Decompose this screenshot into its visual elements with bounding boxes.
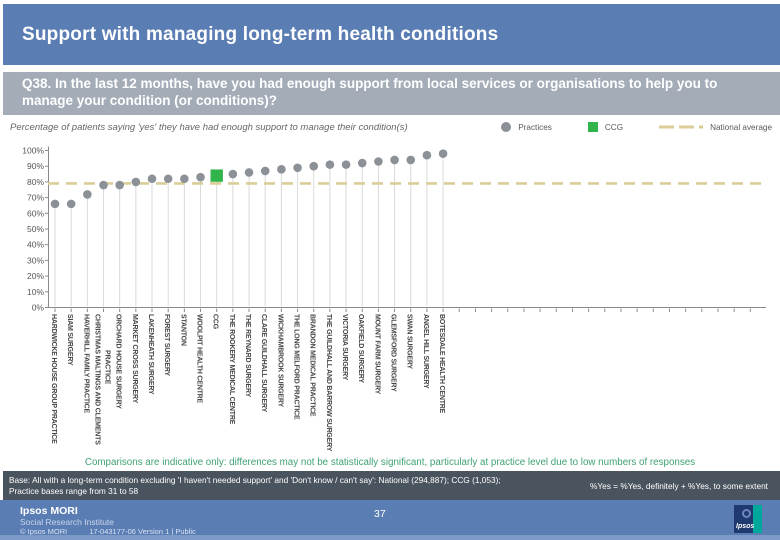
y-axis-tick-label: 40% — [27, 240, 44, 250]
x-axis-label: VICTORIA SURGERY — [341, 314, 348, 381]
x-axis-label: GLEMSFORD SURGERY — [390, 314, 397, 392]
practice-point — [180, 174, 189, 184]
ipsos-logo: Ipsos — [734, 505, 762, 533]
x-axis-label: WOOLPIT HEALTH CENTRE — [196, 314, 203, 404]
chart-header-row: Percentage of patients saying 'yes' they… — [10, 117, 772, 137]
practice-point — [325, 160, 335, 169]
base-note: Base: All with a long-term condition exc… — [9, 475, 501, 497]
y-axis-tick-label: 20% — [27, 271, 44, 281]
y-axis-tick-label: 60% — [27, 208, 44, 218]
legend-item-practices: Practices — [501, 122, 552, 132]
logo-swirl-icon — [742, 509, 751, 518]
practices-legend-marker — [501, 122, 512, 132]
practice-point — [293, 163, 302, 173]
legend-item-ccg: CCG — [587, 122, 624, 132]
practice-point — [260, 166, 270, 176]
x-axis-label: PRACTICE — [104, 350, 111, 385]
practice-point — [115, 180, 124, 190]
ccg-legend-marker — [587, 122, 598, 132]
practice-point — [50, 199, 60, 209]
practice-point — [277, 165, 286, 174]
x-axis-label: BOTESDALE HEALTH CENTRE — [438, 314, 445, 414]
practice-point — [422, 150, 432, 160]
practice-point — [374, 157, 383, 166]
base-note-line1: Base: All with a long-term condition exc… — [9, 474, 501, 485]
x-axis-label: HARDWICKE HOUSE GROUP PRACTICE — [50, 314, 57, 444]
x-axis-label: MARKET CROSS SURGERY — [131, 314, 138, 404]
practice-point — [66, 199, 76, 209]
base-note-line2: Practice bases range from 31 to 58 — [9, 485, 139, 496]
practice-point — [163, 174, 173, 184]
x-axis-label: THE LONG MELFORD PRACTICE — [293, 314, 300, 420]
practice-point — [83, 190, 92, 199]
practice-point — [357, 158, 367, 168]
brand-name: Ipsos MORI — [20, 505, 78, 517]
x-axis-label: CCG — [212, 314, 219, 330]
practice-point — [131, 177, 141, 187]
x-axis-label: CLARE GUILDHALL SURGERY — [260, 314, 267, 413]
x-axis-label: SWAN SURGERY — [406, 314, 413, 369]
practice-point — [99, 180, 108, 190]
footer-stripe — [0, 535, 780, 540]
legend-item-national-average: National average — [659, 123, 772, 132]
x-axis-label: ANGEL HILL SURGERY — [422, 314, 429, 389]
y-axis-tick-label: 100% — [22, 146, 44, 156]
legend-label: National average — [710, 122, 772, 132]
base-note-bar: Base: All with a long-term condition exc… — [3, 471, 780, 500]
x-axis-label: LAKENHEATH SURGERY — [147, 314, 154, 395]
copyright-line: © Ipsos MORI 17-043177-06 Version 1 | Pub… — [20, 527, 196, 536]
yes-definition-note: %Yes = %Yes, definitely + %Yes, to some … — [589, 480, 768, 491]
document-reference: 17-043177-06 Version 1 | Public — [89, 527, 196, 536]
page-number: 37 — [374, 508, 386, 520]
x-axis-label: FOREST SURGERY — [163, 314, 170, 376]
practice-point — [244, 168, 254, 177]
x-axis-label: WICKHAMBROOK SURGERY — [276, 314, 283, 407]
x-axis-label: MOUNT FARM SURGERY — [373, 314, 380, 395]
x-axis-label: OAKFIELD SURGERY — [357, 314, 364, 383]
y-axis-tick-label: 90% — [27, 161, 44, 171]
chart-subtitle: Percentage of patients saying 'yes' they… — [10, 121, 408, 133]
x-axis-label: THE ROOKERY MEDICAL CENTRE — [228, 314, 235, 425]
copyright-text: © Ipsos MORI — [20, 527, 68, 536]
y-axis-tick-label: 80% — [27, 177, 44, 187]
slide-footer: Ipsos MORI Social Research Institute © I… — [0, 500, 780, 540]
x-axis-label: CHRISTMAS MALTINGS AND CLEMENTS — [94, 314, 101, 445]
y-axis-tick-label: 50% — [27, 224, 44, 234]
x-axis-label: STANTON — [179, 314, 186, 346]
practice-point — [196, 172, 205, 182]
question-banner: Q38. In the last 12 months, have you had… — [3, 72, 780, 115]
practice-point — [341, 160, 351, 169]
x-axis-label: THE REYNARD SURGERY — [244, 314, 251, 398]
x-axis-label: BRANDON MEDICAL PRACTICE — [309, 314, 316, 417]
practice-point — [147, 174, 157, 184]
practice-point — [438, 149, 448, 158]
x-axis-label: SIAM SURGERY — [66, 314, 73, 366]
page-title: Support with managing long-term health c… — [22, 23, 499, 45]
y-axis-tick-label: 0% — [32, 303, 45, 313]
legend-label: CCG — [604, 122, 624, 132]
logo-teal-accent — [753, 505, 762, 533]
y-axis-tick-label: 30% — [27, 255, 44, 265]
practice-point — [309, 161, 319, 171]
brand-block: Ipsos MORI Social Research Institute — [20, 505, 114, 527]
x-axis-label: ORCHARD HOUSE SURGERY — [115, 314, 122, 409]
brand-subtitle: Social Research Institute — [20, 517, 115, 527]
ccg-point — [210, 169, 223, 182]
x-axis-label: HAVERHILL FAMILY PRACTICE — [82, 314, 89, 414]
logo-wordmark: Ipsos — [736, 523, 755, 530]
practice-point — [390, 155, 399, 165]
practice-point — [406, 155, 416, 165]
x-axis-label: THE GUILDHALL AND BARROW SURGERY — [325, 314, 332, 452]
legend-label: Practices — [518, 122, 552, 132]
comparison-note: Comparisons are indicative only: differe… — [84, 457, 696, 468]
chart-legend: Practices CCG National average — [475, 122, 772, 132]
practice-point — [228, 169, 238, 179]
slide-title-bar: Support with managing long-term health c… — [3, 4, 780, 65]
y-axis-tick-label: 70% — [27, 193, 44, 203]
national-average-legend-line — [659, 125, 704, 129]
chart: 0% 10% 20% 30% 40% 50% 60% 70% 80% 90% 100% HARDWIC… — [22, 146, 766, 452]
y-axis-tick-label: 10% — [27, 287, 44, 297]
